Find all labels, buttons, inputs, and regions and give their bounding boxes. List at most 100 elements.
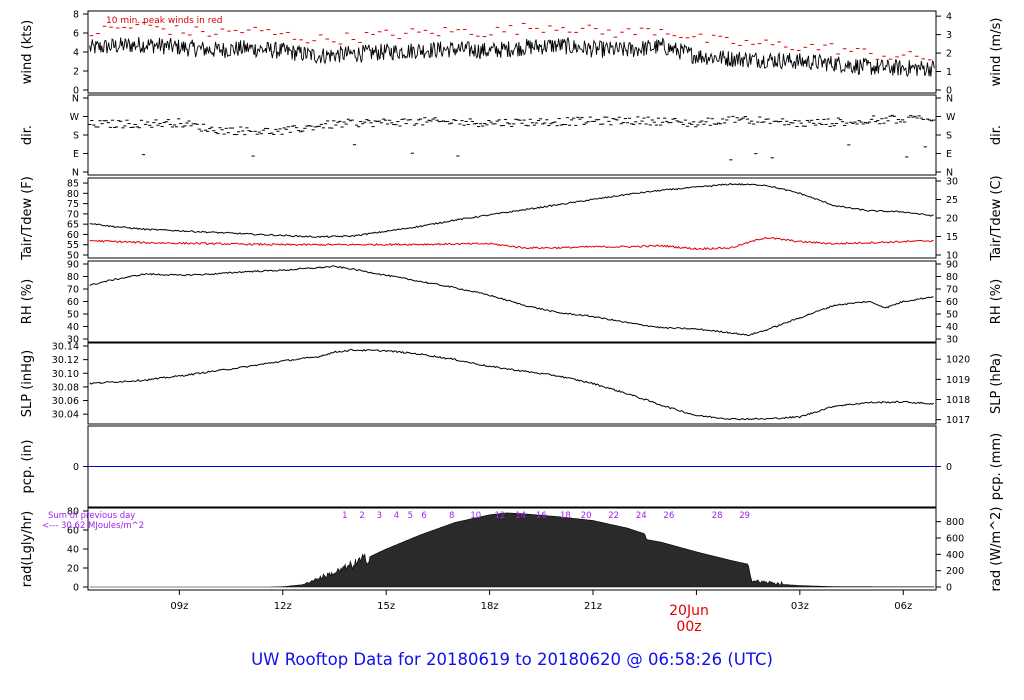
pcp-right-axis-label: pcp. (mm) — [989, 433, 1004, 500]
temp-tick-label: 55 — [67, 240, 79, 251]
pcp-tick-label: 0 — [946, 462, 952, 473]
wind-tick-label: 1 — [946, 67, 952, 78]
dir-panel-frame — [87, 94, 937, 176]
rad-tick-label: 400 — [946, 550, 964, 561]
radiation-day-mark: 1 — [342, 511, 347, 521]
temp-tick-label: 80 — [67, 189, 79, 200]
solar-radiation-area — [89, 512, 935, 588]
temp-tick-label: 70 — [67, 209, 79, 220]
rh-tick-label: 90 — [946, 260, 958, 271]
sea-level-pressure-line — [89, 348, 934, 421]
dir-tick-label: N — [946, 94, 953, 105]
slp-tick-label: 1017 — [946, 415, 970, 426]
rh-tick-label: 30 — [67, 335, 79, 346]
wind-tick-label: 3 — [946, 30, 952, 41]
time-tick-label: 09z — [170, 601, 188, 612]
temp-tick-label: 20 — [946, 214, 958, 225]
radiation-day-mark: 20 — [581, 511, 592, 521]
slp-tick-label: 30.06 — [52, 396, 79, 407]
temp-tick-label: 50 — [67, 251, 79, 262]
date-sublabel: 00z — [676, 619, 701, 635]
radiation-day-mark: 12 — [495, 511, 506, 521]
time-tick-label: 12z — [274, 601, 292, 612]
radiation-day-mark: 10 — [470, 511, 481, 521]
wind-tick-label: 0 — [73, 86, 79, 97]
radiation-day-mark: 16 — [536, 511, 547, 521]
wind-right-axis-label: wind (m/s) — [989, 18, 1004, 87]
temp-tick-label: 60 — [67, 230, 79, 241]
temp-tick-label: 75 — [67, 199, 79, 210]
rad-left-axis-label: rad(Lgly/hr) — [20, 511, 35, 587]
rad-tick-label: 60 — [67, 526, 79, 537]
slp-tick-label: 30.14 — [52, 342, 79, 353]
dir-tick-label: N — [946, 168, 953, 179]
rad-right-axis-label: rad (W/m^2) — [989, 507, 1004, 592]
dir-tick-label: W — [70, 112, 80, 123]
slp-tick-label: 30.08 — [52, 382, 79, 393]
dir-tick-label: N — [72, 168, 79, 179]
rh-tick-label: 50 — [67, 310, 79, 321]
rad-tick-label: 200 — [946, 566, 964, 577]
time-tick-label: 15z — [377, 601, 395, 612]
wind-tick-label: 8 — [73, 10, 79, 21]
wind-tick-label: 6 — [73, 29, 79, 40]
dir-tick-label: S — [73, 131, 79, 142]
radiation-day-mark: 6 — [421, 511, 426, 521]
radiation-day-mark: 24 — [636, 511, 647, 521]
time-tick-label: 03z — [791, 601, 809, 612]
dir-tick-label: S — [946, 131, 952, 142]
rh-tick-label: 80 — [946, 272, 958, 283]
slp-right-axis-label: SLP (hPa) — [989, 353, 1004, 414]
slp-tick-label: 1020 — [946, 355, 970, 366]
rh-tick-label: 70 — [67, 285, 79, 296]
rh-tick-label: 40 — [67, 322, 79, 333]
slp-tick-label: 30.10 — [52, 369, 79, 380]
wind-tick-label: 2 — [73, 67, 79, 78]
rh-tick-label: 40 — [946, 322, 958, 333]
figure-title: UW Rooftop Data for 20180619 to 20180620… — [251, 650, 773, 669]
dir-right-axis-label: dir. — [989, 125, 1004, 145]
rad-tick-label: 0 — [946, 583, 952, 594]
temp-tick-label: 15 — [946, 232, 958, 243]
dir-tick-label: N — [72, 94, 79, 105]
rh-tick-label: 60 — [67, 297, 79, 308]
rad-tick-label: 0 — [73, 583, 79, 594]
radiation-day-mark: 26 — [663, 511, 674, 521]
pcp-tick-label: 0 — [73, 462, 79, 473]
rad-tick-label: 80 — [67, 507, 79, 518]
time-tick-label: 18z — [481, 601, 499, 612]
relative-humidity-line — [89, 265, 934, 337]
rad-tick-label: 600 — [946, 533, 964, 544]
radiation-day-mark: 4 — [394, 511, 399, 521]
wind-left-axis-label: wind (kts) — [20, 20, 35, 84]
temp-tick-label: 30 — [946, 177, 958, 188]
time-axis: 09z 12z 15z 18z 21z 03z 06z — [170, 590, 912, 612]
rad-tick-label: 40 — [67, 545, 79, 556]
wind-tick-label: 2 — [946, 49, 952, 60]
rh-tick-label: 80 — [67, 272, 79, 283]
rad-tick-label: 800 — [946, 517, 964, 528]
slp-panel-frame — [87, 342, 937, 425]
dir-tick-label: E — [73, 149, 79, 160]
radiation-day-mark: 3 — [377, 511, 382, 521]
dewpoint-line — [89, 236, 934, 251]
radiation-day-mark: 8 — [449, 511, 454, 521]
slp-tick-label: 1019 — [946, 375, 970, 386]
time-tick-label: 21z — [584, 601, 602, 612]
dir-tick-label: W — [946, 112, 956, 123]
rh-right-axis-label: RH (%) — [989, 279, 1004, 324]
slp-tick-label: 30.12 — [52, 355, 79, 366]
temp-tick-label: 10 — [946, 251, 958, 262]
radiation-day-mark: 28 — [712, 511, 723, 521]
radiation-day-mark: 2 — [359, 511, 364, 521]
radiation-day-mark: 29 — [739, 511, 750, 521]
rh-tick-label: 60 — [946, 297, 958, 308]
time-tick-label: 06z — [894, 601, 912, 612]
slp-tick-label: 1018 — [946, 395, 970, 406]
peak-wind-annotation: 10 min. peak winds in red — [106, 16, 223, 26]
rad-tick-label: 20 — [67, 564, 79, 575]
rh-tick-label: 70 — [946, 285, 958, 296]
radiation-day-mark: 18 — [560, 511, 571, 521]
